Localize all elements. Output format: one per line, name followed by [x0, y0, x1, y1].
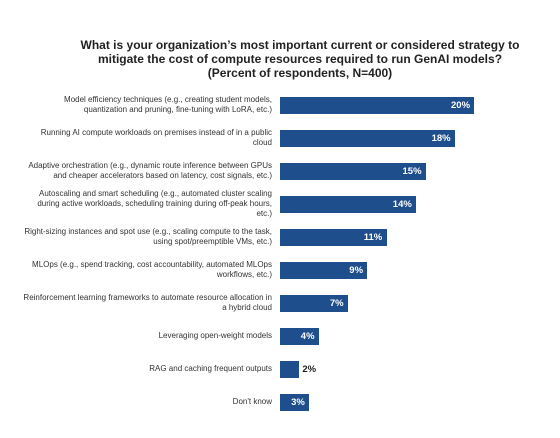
value-label: 7%	[329, 297, 344, 309]
value-label: 11%	[363, 231, 383, 243]
bar	[280, 261, 368, 279]
bar	[280, 393, 310, 411]
value-label: 20%	[451, 99, 471, 111]
bar	[280, 360, 300, 378]
chart-title: What is your organization’s most importa…	[80, 38, 520, 80]
value-label: 14%	[392, 198, 412, 210]
bar	[280, 327, 319, 345]
category-label: Running AI compute workloads on premises…	[40, 128, 272, 147]
bar	[280, 294, 348, 312]
bar	[280, 129, 455, 147]
category-label: MLOps (e.g., spend tracking, cost accoun…	[32, 260, 272, 279]
value-label: 4%	[300, 330, 315, 342]
category-label: Right-sizing instances and spot use (e.g…	[24, 227, 272, 246]
value-label: 3%	[291, 396, 305, 408]
value-label: 18%	[431, 132, 451, 144]
bar	[280, 228, 387, 246]
category-label: Don't know	[232, 397, 272, 406]
category-label: Reinforcement learning frameworks to aut…	[23, 293, 272, 312]
value-label: 15%	[402, 165, 422, 177]
category-label: Leveraging open-weight models	[158, 331, 272, 340]
bar	[280, 162, 426, 180]
category-label: Autoscaling and smart scheduling (e.g., …	[37, 189, 272, 218]
value-label: 2%	[302, 363, 317, 375]
value-label: 9%	[349, 264, 364, 276]
bar	[280, 96, 474, 114]
category-label: RAG and caching frequent outputs	[149, 364, 272, 373]
category-label: Adaptive orchestration (e.g., dynamic ro…	[28, 161, 272, 180]
category-label: Model efficiency techniques (e.g., creat…	[64, 95, 272, 114]
bar	[280, 195, 416, 213]
